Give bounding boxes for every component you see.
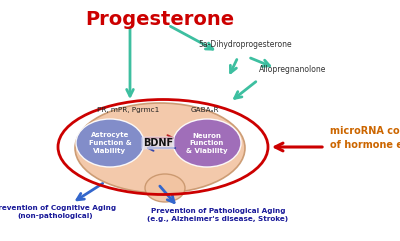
Text: Progesterone: Progesterone: [86, 10, 234, 29]
Text: Prevention of Cognitive Aging
(non-pathological): Prevention of Cognitive Aging (non-patho…: [0, 205, 116, 219]
Text: microRNA control
of hormone effects: microRNA control of hormone effects: [330, 126, 400, 150]
Ellipse shape: [75, 103, 245, 193]
Text: Prevention of Pathological Aging
(e.g., Alzheimer's disease, Stroke): Prevention of Pathological Aging (e.g., …: [148, 208, 288, 222]
Text: Neuron
Function
& Viability: Neuron Function & Viability: [186, 133, 228, 154]
Text: BDNF: BDNF: [143, 138, 173, 148]
Ellipse shape: [173, 119, 241, 167]
Text: Allopregnanolone: Allopregnanolone: [259, 65, 327, 74]
Text: Astrocyte
Function &
Viability: Astrocyte Function & Viability: [89, 133, 131, 154]
Text: GABAₐR: GABAₐR: [191, 107, 219, 113]
Ellipse shape: [76, 119, 144, 167]
Text: PR, mPR, Pgrmc1: PR, mPR, Pgrmc1: [97, 107, 159, 113]
Ellipse shape: [145, 174, 185, 202]
Text: 5a-Dihydroprogesterone: 5a-Dihydroprogesterone: [198, 40, 292, 49]
